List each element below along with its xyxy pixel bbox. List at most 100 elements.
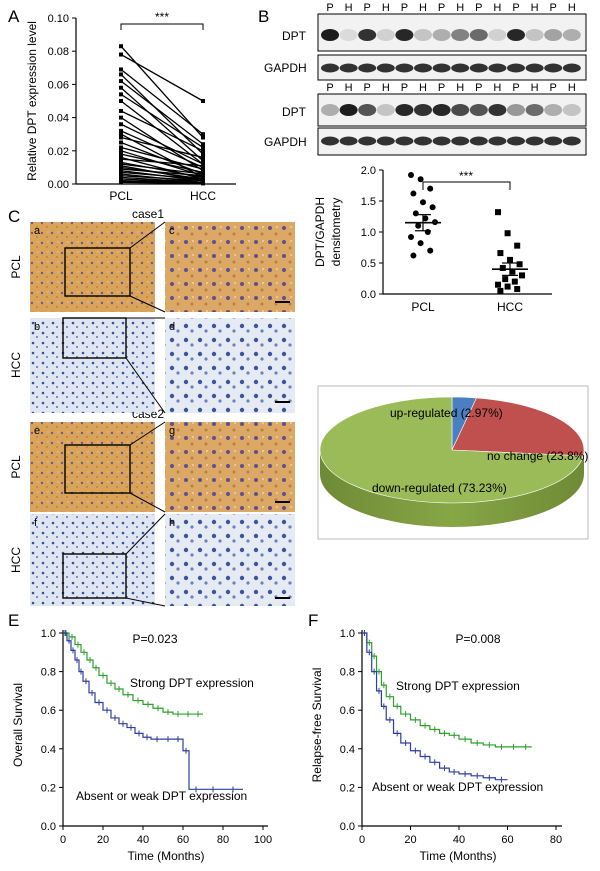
blot-band-dpt (321, 29, 339, 41)
blot-band-gapdh (451, 63, 470, 73)
panel-a-ytick-label: 0.08 (48, 46, 69, 58)
blot-band-gapdh (339, 63, 358, 73)
panel-a-pair-line (120, 73, 204, 155)
panel-a-point-pcl (119, 180, 123, 185)
panel-a-xtick-pcl: PCL (109, 189, 133, 203)
ihc-image-h (165, 514, 295, 606)
panel-a-point-hcc (201, 142, 205, 147)
panel-f-legend-weak: Absent or weak DPT expression (372, 780, 543, 794)
blot-label-dpt-2: DPT (282, 105, 307, 119)
panel-b-point-pcl (417, 176, 424, 183)
row-label-hcc-1: HCC (9, 352, 23, 378)
panel-f-ylabel: Relapse-free Survival (310, 668, 324, 783)
blot-lane-label: H (382, 2, 390, 14)
panel-e-curve-weak (63, 632, 243, 790)
blot-lane-label: P (438, 2, 445, 14)
panel-a-pair-line (120, 158, 204, 167)
ihc-images (30, 221, 295, 607)
panel-a-ytick-label: 0.02 (48, 146, 69, 158)
blot-lane-label: H (493, 2, 501, 14)
panel-b-ytick-label: 0.5 (361, 258, 376, 270)
panel-b-ytick-label: 2.0 (361, 165, 376, 177)
panel-a-pair-line (120, 110, 204, 152)
panel-a-pair-line (120, 163, 204, 175)
panel-b-point-pcl (417, 240, 424, 247)
panel-f-ytick-label: 0.4 (340, 744, 355, 756)
blot-lane-label: H (419, 82, 427, 94)
case1-label: case1 (132, 207, 164, 221)
blot-band-gapdh (488, 136, 507, 146)
panel-label-c: C (8, 207, 20, 226)
panel-a-ytick-label: 0.00 (48, 179, 69, 191)
panel-b-chart: 0.0 0.5 1.0 1.5 2.0 DPT/GAPDH densitometry P… (313, 165, 552, 314)
blot-band-dpt (339, 104, 358, 116)
zoom-box-a (64, 247, 131, 297)
panel-b-point-pcl (408, 233, 414, 240)
panel-a-chart: 0.00 0.02 0.04 0.06 0.08 0.10 Relative DPT ex… (25, 10, 236, 203)
blot-band-gapdh (414, 136, 432, 146)
panel-f-curve-strong (362, 632, 532, 748)
sub-label-f: f (34, 517, 38, 529)
panel-a-point-hcc (201, 173, 205, 178)
blot-lane-label: P (550, 82, 557, 94)
blot-lane-label: H (456, 2, 464, 14)
panel-e-ytick-label: 0.8 (41, 667, 56, 679)
blot-band-dpt (376, 29, 395, 41)
panel-a-pair-line (120, 181, 204, 184)
panel-a-point-hcc (201, 99, 205, 103)
blot-band-dpt (358, 104, 377, 116)
panel-a-pair-line (120, 87, 204, 162)
panel-f-legend-strong: Strong DPT expression (396, 679, 520, 693)
sub-label-h: h (169, 517, 175, 529)
ihc-image-e (30, 422, 155, 512)
panel-e-legend-weak: Absent or weak DPT expression (76, 789, 247, 803)
blot-band-dpt (469, 104, 488, 116)
blot-band-gapdh (376, 136, 395, 146)
panel-a-xtick-hcc: HCC (190, 189, 216, 203)
panel-b-point-pcl (410, 190, 417, 197)
panel-a-pair-line (120, 123, 204, 165)
blot-lane-label: P (550, 2, 557, 14)
panel-b-point-pcl (424, 229, 431, 235)
blot-band-gapdh (358, 63, 377, 73)
panel-a-point-hcc (201, 155, 205, 160)
panel-b-ylabel-2: densitometry (329, 198, 343, 267)
panel-a-point-hcc (201, 135, 205, 140)
blot-lane-label: P (512, 2, 519, 14)
panel-f-chart: 0.0 0.2 0.4 0.6 0.8 1.0 0 20 40 60 80 Relapse-free… (310, 628, 562, 863)
blot-band-dpt (376, 104, 395, 116)
panel-a-ytick-label: 0.06 (48, 79, 69, 91)
panel-a-pair-line (120, 166, 204, 180)
sub-label-d: d (169, 321, 175, 333)
panel-a-pair-line (120, 146, 204, 170)
panel-b-xtick-hcc: HCC (497, 300, 523, 314)
panel-b-ytick-label: 1.5 (361, 196, 376, 208)
panel-b-point-hcc (511, 278, 518, 285)
blot-band-gapdh (525, 136, 544, 146)
panel-b-point-hcc (495, 209, 501, 216)
pie-slice-nochange (451, 397, 585, 457)
blot-lane-label: H (493, 82, 501, 94)
panel-b-point-hcc (507, 256, 513, 263)
panel-b-point-pcl (427, 247, 434, 254)
panel-a-point-hcc (201, 181, 205, 186)
panel-a-point-pcl (119, 79, 123, 84)
panel-a-point-pcl (119, 67, 123, 72)
panel-e-pvalue: P=0.023 (132, 632, 177, 646)
panel-a-point-hcc (201, 163, 205, 168)
blot-lane-label: H (345, 2, 353, 14)
zoom-line (125, 357, 166, 414)
panel-e-ytick-label: 0.6 (41, 705, 56, 717)
panel-a-point-hcc (201, 167, 205, 172)
blot-band-gapdh (339, 136, 358, 146)
panel-a-point-pcl (119, 157, 123, 162)
panel-b-point-hcc (497, 287, 504, 294)
blot-band-gapdh (544, 63, 563, 73)
blot-band-gapdh (469, 136, 488, 146)
panel-f-pvalue: P=0.008 (455, 632, 500, 646)
blot-lane-label: P (326, 2, 333, 14)
panel-b-point-pcl (427, 185, 434, 192)
panel-b-point-hcc (514, 242, 521, 249)
blot-label-gapdh-1: GAPDH (264, 61, 307, 75)
blot-band-dpt (525, 29, 544, 41)
